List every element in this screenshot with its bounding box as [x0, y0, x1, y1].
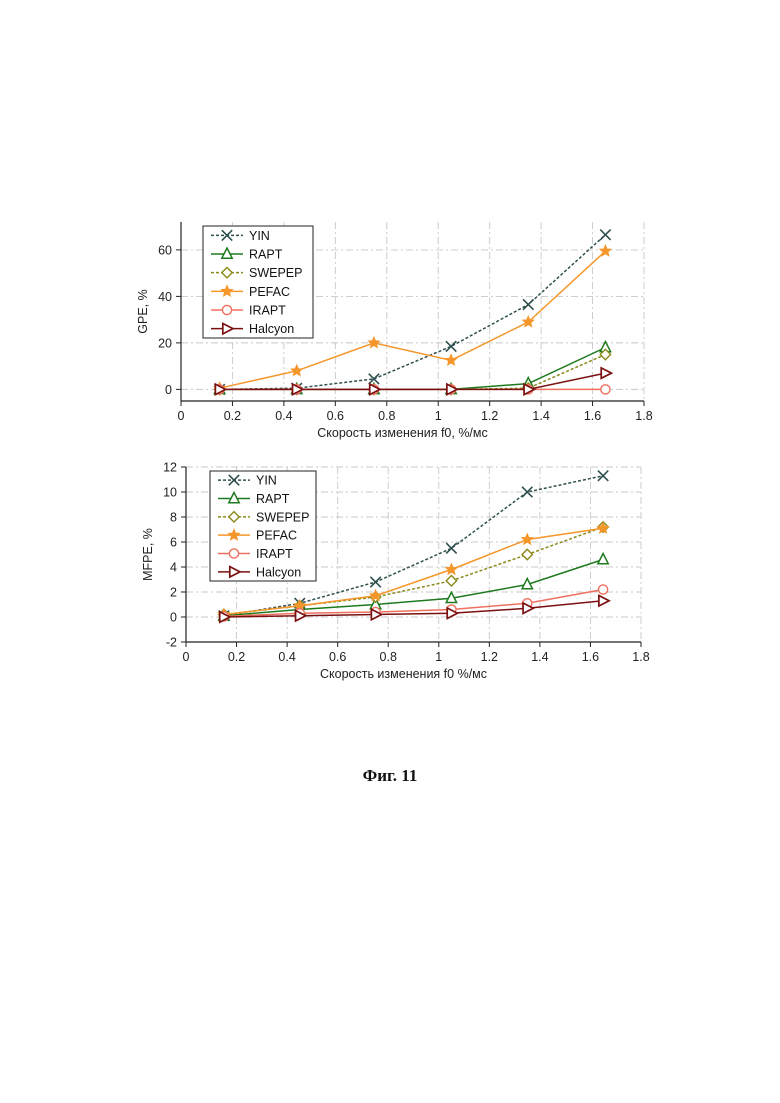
data-point: [523, 299, 533, 309]
legend-label: Halcyon: [249, 322, 294, 336]
data-point: [522, 487, 532, 497]
data-point: [445, 354, 456, 365]
x-tick-label: 0: [178, 409, 185, 423]
data-point: [598, 554, 608, 564]
data-point: [522, 534, 533, 545]
x-tick-label: 1.8: [632, 650, 649, 664]
x-tick-label: 0.4: [275, 409, 292, 423]
legend-label: PEFAC: [256, 529, 297, 543]
x-tick-label: 1.2: [481, 650, 498, 664]
legend-label: SWEPEP: [256, 510, 310, 524]
y-tick-label: 4: [170, 561, 177, 575]
y-tick-label: 0: [170, 611, 177, 625]
legend-marker: [222, 305, 231, 314]
y-tick-label: 12: [163, 461, 177, 475]
y-tick-label: 8: [170, 511, 177, 525]
x-tick-label: 0: [183, 650, 190, 664]
y-tick-label: 40: [158, 290, 172, 304]
data-point: [368, 337, 379, 348]
chart-2: 0 0.2 0.4 0.6 0.8 1 1.2 1.4 1.6 1.8 -2 0 2 4 6 8 10 12 Ско…: [141, 461, 650, 682]
legend: YIN RAPT SWEPEP PEFAC IRAPT Halcyon: [210, 471, 316, 581]
x-tick-label: 0.6: [327, 409, 344, 423]
data-point: [446, 543, 456, 553]
data-point: [291, 365, 302, 376]
legend-label: RAPT: [256, 492, 290, 506]
series-rapt: [214, 342, 610, 394]
x-tick-label: 0.2: [224, 409, 241, 423]
data-point: [370, 577, 380, 587]
chart-1: 0 0.2 0.4 0.6 0.8 1 1.2 1.4 1.6 1.8 0 20 40 60 Скорост…: [136, 222, 653, 440]
data-point: [601, 368, 611, 378]
y-axis-title: MFPE, %: [141, 528, 155, 581]
legend-label: RAPT: [249, 248, 283, 262]
x-tick-label: 1.2: [481, 409, 498, 423]
legend-label: IRAPT: [249, 304, 286, 318]
legend-label: Halcyon: [256, 565, 301, 579]
x-tick-label: 1.4: [532, 409, 549, 423]
legend-label: IRAPT: [256, 547, 293, 561]
series-line: [220, 348, 606, 390]
x-tick-label: 1: [435, 409, 442, 423]
legend-label: PEFAC: [249, 285, 290, 299]
data-point: [598, 471, 608, 481]
y-tick-label: 60: [158, 243, 172, 257]
x-tick-label: 1.6: [582, 650, 599, 664]
series-swepep: [214, 349, 610, 394]
y-tick-label: 2: [170, 586, 177, 600]
x-tick-label: 1.8: [635, 409, 652, 423]
data-point: [446, 576, 456, 586]
y-tick-label: -2: [166, 636, 177, 650]
y-tick-label: 0: [165, 383, 172, 397]
y-tick-label: 10: [163, 486, 177, 500]
y-tick-label: 6: [170, 536, 177, 550]
x-tick-label: 0.8: [380, 650, 397, 664]
x-tick-label: 0.6: [329, 650, 346, 664]
data-point: [600, 230, 610, 240]
data-point: [601, 385, 610, 394]
x-tick-label: 1: [435, 650, 442, 664]
data-point: [522, 549, 532, 559]
x-tick-label: 0.2: [228, 650, 245, 664]
legend-label: YIN: [249, 229, 270, 243]
x-tick-label: 0.4: [278, 650, 295, 664]
series-line: [220, 355, 606, 390]
x-tick-label: 0.8: [378, 409, 395, 423]
data-point: [598, 585, 607, 594]
legend-marker: [229, 549, 238, 558]
legend: YIN RAPT SWEPEP PEFAC IRAPT Halcyon: [203, 226, 313, 338]
y-tick-label: 20: [158, 336, 172, 350]
x-axis-title: Скорость изменения f0 %/мс: [320, 667, 487, 681]
y-axis-title: GPE, %: [136, 289, 150, 333]
legend-label: SWEPEP: [249, 266, 303, 280]
data-point: [446, 564, 457, 575]
data-point: [599, 596, 609, 606]
figure-caption: Фиг. 11: [0, 766, 780, 786]
x-tick-label: 1.6: [584, 409, 601, 423]
series-line: [224, 590, 603, 617]
x-tick-label: 1.4: [531, 650, 548, 664]
x-axis-title: Скорость изменения f0, %/мс: [317, 426, 488, 440]
legend-label: YIN: [256, 474, 277, 488]
